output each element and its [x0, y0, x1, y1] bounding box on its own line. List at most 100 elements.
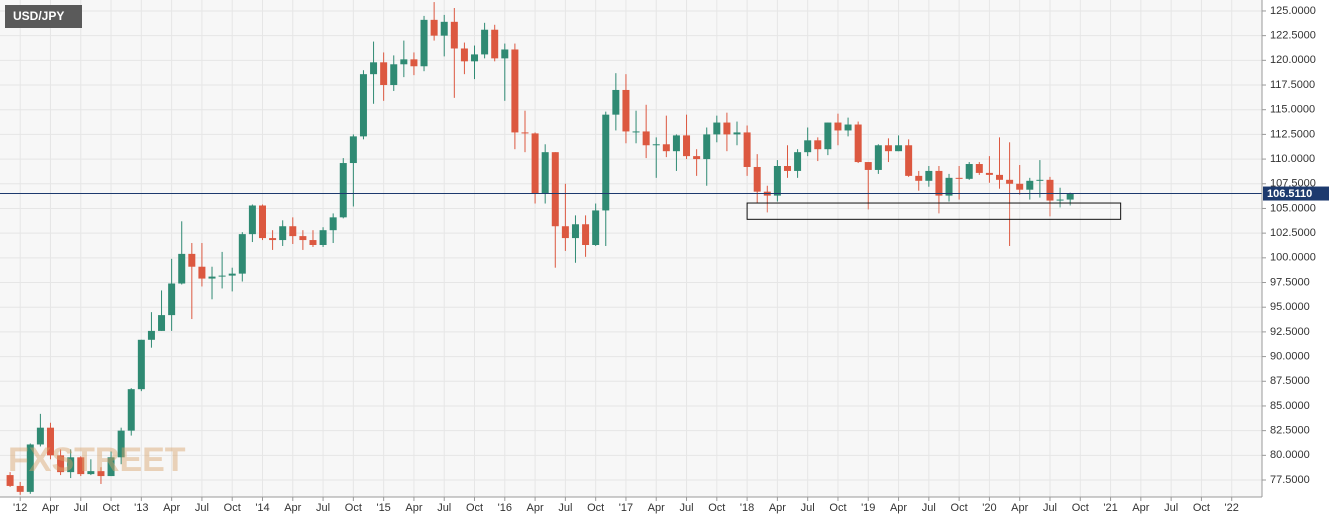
x-tick-label: Oct	[951, 502, 968, 514]
x-tick-label: Oct	[224, 502, 241, 514]
x-tick-label: Jul	[922, 502, 936, 514]
candle-body	[874, 145, 882, 170]
candle-body	[269, 238, 277, 241]
y-tick-label: 115.0000	[1270, 104, 1315, 116]
x-tick-label: Oct	[587, 502, 604, 514]
y-tick-label: 77.5000	[1270, 474, 1310, 486]
candle-body	[359, 74, 367, 137]
x-tick-label: Jul	[1164, 502, 1178, 514]
candle-body	[410, 59, 418, 67]
candle-body	[339, 163, 347, 218]
x-tick-label: Oct	[345, 502, 362, 514]
candle-body	[531, 133, 539, 194]
x-tick-label: Jul	[801, 502, 815, 514]
y-tick-label: 125.0000	[1270, 5, 1316, 17]
candle-body	[925, 170, 933, 181]
candle-body	[289, 226, 297, 237]
candle-body	[683, 135, 691, 157]
candle-body	[117, 430, 125, 458]
candle-body	[632, 131, 640, 133]
x-tick-label: '12	[13, 502, 27, 514]
last-price-label: 106.5110	[1267, 188, 1312, 200]
candle-body	[178, 253, 186, 284]
marks	[6, 2, 1074, 495]
candle-body	[985, 172, 993, 175]
x-tick-label: Oct	[1193, 502, 1210, 514]
candle-body	[834, 122, 842, 131]
candle-body	[299, 236, 307, 241]
y-tick-label: 110.0000	[1270, 153, 1315, 165]
candle-body	[188, 253, 196, 267]
candle-body	[460, 48, 468, 62]
x-tick-label: Jul	[1043, 502, 1057, 514]
y-tick-label: 87.5000	[1270, 375, 1310, 387]
candle-body	[733, 132, 741, 135]
candle-body	[420, 19, 428, 67]
candle-body	[57, 455, 65, 473]
candle-body	[975, 164, 983, 173]
chart-title: USD/JPY	[13, 9, 64, 23]
overlay: FXSTREET	[0, 193, 1262, 479]
x-tick-label: '13	[134, 502, 148, 514]
candle-body	[36, 427, 44, 445]
candle-body	[996, 174, 1004, 180]
x-tick-label: Apr	[527, 502, 544, 514]
x-tick-label: Oct	[708, 502, 725, 514]
y-tick-label: 112.5000	[1270, 128, 1315, 140]
candle-body	[228, 273, 236, 276]
x-tick-label: Apr	[1132, 502, 1149, 514]
candle-body	[743, 132, 751, 167]
x-tick-label: Apr	[284, 502, 301, 514]
x-tick-label: '15	[376, 502, 390, 514]
candle-body	[915, 175, 923, 181]
candle-body	[400, 59, 408, 65]
candle-body	[279, 226, 287, 241]
y-tick-label: 122.5000	[1270, 30, 1316, 42]
x-tick-label: '14	[255, 502, 269, 514]
candle-body	[258, 205, 266, 239]
candle-body	[430, 19, 438, 36]
candle-body	[168, 283, 176, 316]
candle-body	[1016, 183, 1024, 190]
x-tick-label: Jul	[437, 502, 451, 514]
x-tick-label: Oct	[829, 502, 846, 514]
candle-body	[1046, 179, 1054, 201]
candle-body	[1026, 180, 1034, 190]
candle-body	[814, 140, 822, 150]
candle-body	[713, 122, 721, 135]
candle-body	[723, 122, 731, 135]
candle-body	[450, 21, 458, 49]
x-tick-label: '19	[861, 502, 875, 514]
candle-body	[561, 226, 569, 239]
x-tick-label: Jul	[195, 502, 209, 514]
candle-body	[1036, 179, 1044, 181]
candle-body	[905, 145, 913, 176]
candle-body	[6, 475, 14, 486]
x-tick-label: '16	[498, 502, 512, 514]
x-tick-label: Oct	[1072, 502, 1089, 514]
x-tick-label: Apr	[1011, 502, 1028, 514]
candle-body	[147, 330, 155, 340]
candle-body	[137, 339, 145, 390]
candle-body	[965, 164, 973, 179]
x-tick-label: Apr	[42, 502, 59, 514]
y-tick-label: 117.5000	[1270, 79, 1315, 91]
candle-body	[642, 131, 650, 146]
candle-body	[1006, 179, 1014, 184]
x-tick-label: Apr	[769, 502, 786, 514]
x-tick-label: Jul	[558, 502, 572, 514]
x-tick-label: Oct	[102, 502, 119, 514]
candle-body	[107, 457, 115, 477]
candle-body	[97, 471, 105, 477]
y-tick-label: 82.5000	[1270, 425, 1310, 437]
y-tick-label: 95.0000	[1270, 301, 1310, 313]
candle-body	[844, 124, 852, 131]
candle-body	[612, 89, 620, 115]
y-tick-label: 100.0000	[1270, 252, 1316, 264]
candle-body	[783, 165, 791, 171]
candle-body	[753, 166, 761, 192]
x-tick-label: Jul	[679, 502, 693, 514]
candle-body	[773, 165, 781, 196]
candle-body	[945, 177, 953, 196]
